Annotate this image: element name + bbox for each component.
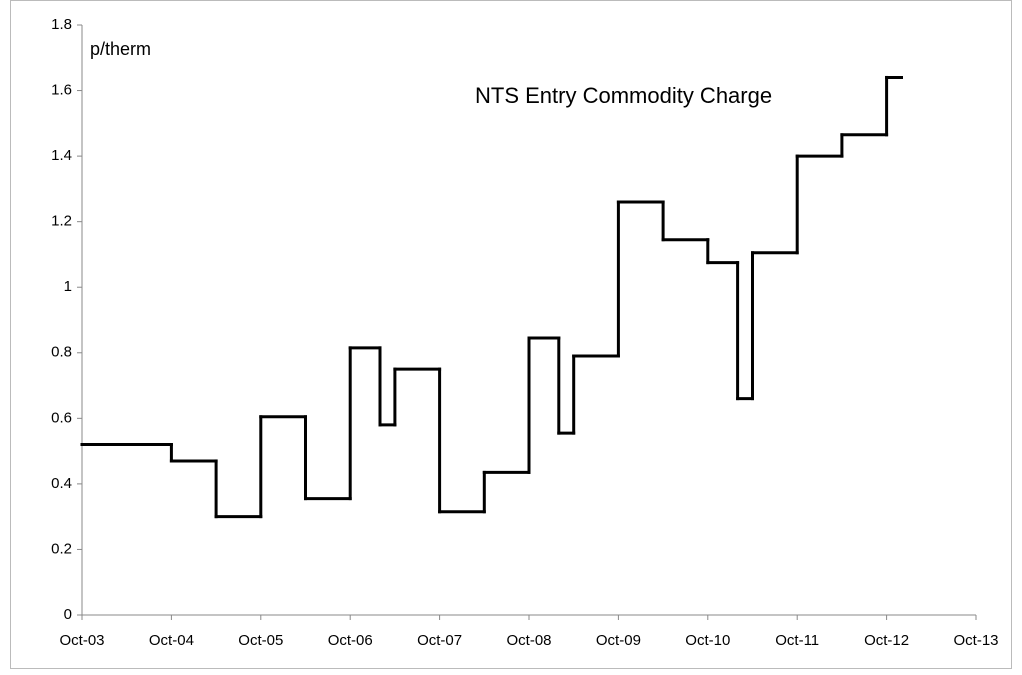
y-axis-label: p/therm — [90, 39, 151, 59]
chart-title: NTS Entry Commodity Charge — [475, 83, 772, 108]
x-tick-label: Oct-08 — [506, 632, 551, 649]
x-tick-label: Oct-03 — [59, 632, 104, 649]
x-tick-label: Oct-10 — [685, 632, 730, 649]
y-tick-label: 1.4 — [51, 147, 72, 164]
y-tick-label: 0.8 — [51, 344, 72, 361]
x-tick-label: Oct-13 — [953, 632, 998, 649]
chart-frame — [10, 0, 1012, 669]
y-tick-label: 1.8 — [51, 16, 72, 33]
y-tick-label: 0.6 — [51, 409, 72, 426]
x-tick-label: Oct-06 — [328, 632, 373, 649]
x-tick-label: Oct-11 — [775, 632, 819, 649]
x-tick-label: Oct-12 — [864, 632, 909, 649]
x-tick-label: Oct-09 — [596, 632, 641, 649]
y-tick-label: 0.2 — [51, 540, 72, 557]
y-tick-label: 1.6 — [51, 82, 72, 99]
x-tick-label: Oct-05 — [238, 632, 283, 649]
y-tick-label: 0 — [64, 606, 72, 623]
x-tick-label: Oct-07 — [417, 632, 462, 649]
y-tick-label: 1.2 — [51, 213, 72, 230]
y-tick-label: 0.4 — [51, 475, 72, 492]
x-tick-label: Oct-04 — [149, 632, 194, 649]
y-tick-label: 1 — [64, 278, 72, 295]
